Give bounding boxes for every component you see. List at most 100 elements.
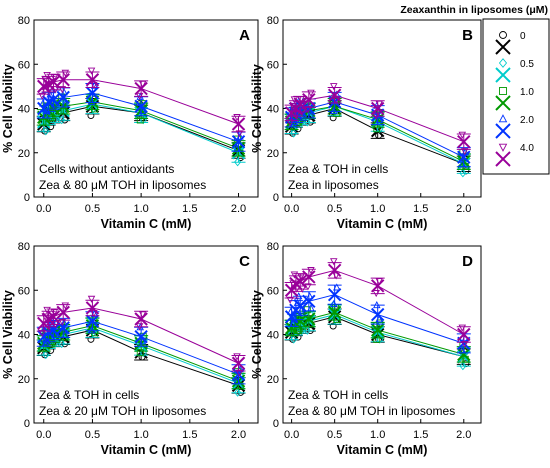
mean-marker bbox=[231, 117, 246, 131]
mean-marker bbox=[302, 92, 316, 107]
data-point bbox=[459, 168, 467, 178]
legend-frame bbox=[482, 18, 550, 175]
legend-x-marker bbox=[495, 67, 511, 83]
mean-marker bbox=[134, 99, 148, 113]
data-point bbox=[43, 106, 51, 115]
x-tick-label: 0.0 bbox=[284, 429, 299, 441]
panel-annotation: Zea & TOH in cells bbox=[288, 162, 388, 176]
data-point bbox=[42, 350, 50, 360]
data-point bbox=[372, 290, 380, 298]
data-point bbox=[233, 144, 241, 152]
legend-label: 2.0 bbox=[520, 115, 534, 126]
data-point bbox=[58, 115, 66, 125]
data-point bbox=[58, 86, 67, 94]
data-point bbox=[50, 74, 59, 82]
data-point bbox=[461, 355, 469, 363]
data-point bbox=[330, 106, 338, 115]
data-point bbox=[307, 89, 315, 97]
x-tick-label: 1.5 bbox=[413, 429, 428, 441]
mean-marker bbox=[457, 134, 471, 149]
data-point bbox=[458, 346, 467, 354]
data-point bbox=[38, 329, 46, 337]
data-point bbox=[458, 159, 467, 168]
panel-annotation: Zea & TOH in cells bbox=[288, 388, 388, 402]
legend: 0 0.5 1.0 2.0 4.0 bbox=[482, 18, 550, 175]
data-point bbox=[460, 340, 469, 349]
series-4.0 bbox=[36, 67, 246, 138]
mean-marker bbox=[457, 327, 471, 342]
x-tick-label: 2.0 bbox=[231, 429, 246, 441]
x-axis-label: Vitamin C (mM) bbox=[337, 217, 428, 231]
data-point bbox=[293, 110, 301, 118]
data-point bbox=[38, 92, 46, 100]
mean-marker bbox=[85, 314, 100, 328]
data-point bbox=[329, 114, 337, 122]
mean-marker bbox=[370, 307, 385, 322]
x-tick-label: 2.0 bbox=[231, 203, 246, 215]
data-point bbox=[333, 316, 341, 323]
data-point bbox=[135, 323, 144, 331]
data-point bbox=[305, 292, 314, 300]
data-point bbox=[43, 306, 51, 314]
data-point bbox=[330, 83, 338, 91]
data-point bbox=[138, 106, 147, 115]
mean-marker bbox=[293, 97, 307, 111]
data-point bbox=[49, 116, 57, 124]
data-point bbox=[50, 100, 59, 108]
data-point bbox=[51, 86, 60, 94]
data-point bbox=[332, 97, 340, 105]
data-point bbox=[90, 81, 98, 89]
x-tick-label: 2.0 bbox=[456, 429, 471, 441]
data-point bbox=[138, 80, 147, 88]
y-tick-label: 0 bbox=[273, 418, 279, 430]
x-tick-label: 2.0 bbox=[456, 203, 471, 215]
data-point bbox=[233, 353, 241, 361]
legend-x-marker bbox=[495, 95, 511, 111]
data-point bbox=[58, 318, 67, 326]
y-tick-label: 60 bbox=[18, 285, 30, 297]
y-axis-label: % Cell Viability bbox=[250, 64, 264, 153]
mean-marker bbox=[85, 86, 100, 100]
mean-marker bbox=[56, 90, 70, 105]
legend-x-marker bbox=[495, 39, 511, 55]
data-point bbox=[297, 273, 305, 281]
y-tick-label: 60 bbox=[267, 59, 279, 71]
y-axis-label: % Cell Viability bbox=[1, 290, 15, 379]
data-point bbox=[307, 304, 315, 312]
mean-marker bbox=[293, 299, 307, 313]
data-point bbox=[329, 322, 337, 330]
y-tick-label: 80 bbox=[18, 241, 30, 253]
panel-label: C bbox=[239, 253, 250, 270]
legend-marker-triangle-up bbox=[498, 114, 508, 123]
data-point bbox=[372, 112, 380, 120]
mean-marker bbox=[231, 356, 246, 370]
panel-annotation: Cells without antioxidants bbox=[39, 162, 174, 176]
y-tick-label: 20 bbox=[18, 374, 30, 386]
x-axis-label: Vitamin C (mM) bbox=[337, 443, 428, 457]
data-point bbox=[43, 337, 51, 345]
series-4.0 bbox=[284, 258, 471, 349]
data-point bbox=[61, 69, 70, 77]
y-tick-label: 80 bbox=[267, 241, 279, 253]
data-point bbox=[138, 337, 147, 345]
legend-label: 0.5 bbox=[520, 59, 534, 70]
x-axis-label: Vitamin C (mM) bbox=[101, 217, 192, 231]
mean-marker bbox=[56, 305, 70, 320]
data-point bbox=[43, 72, 51, 80]
x-axis-label: Vitamin C (mM) bbox=[101, 443, 192, 457]
data-point bbox=[375, 115, 383, 123]
x-tick-label: 1.0 bbox=[370, 203, 385, 215]
y-axis-label: % Cell Viability bbox=[250, 290, 264, 379]
x-tick-label: 1.0 bbox=[370, 429, 385, 441]
mean-marker bbox=[293, 274, 307, 289]
data-point bbox=[290, 128, 298, 138]
legend-marker-circle bbox=[499, 31, 507, 39]
data-point bbox=[89, 317, 97, 325]
data-point bbox=[87, 67, 96, 75]
x-tick-label: 1.5 bbox=[182, 203, 197, 215]
legend-title: Zeaxanthin in liposomes (μM) bbox=[400, 4, 548, 16]
data-point bbox=[61, 302, 70, 310]
x-tick-label: 1.5 bbox=[182, 429, 197, 441]
mean-marker bbox=[302, 270, 316, 284]
